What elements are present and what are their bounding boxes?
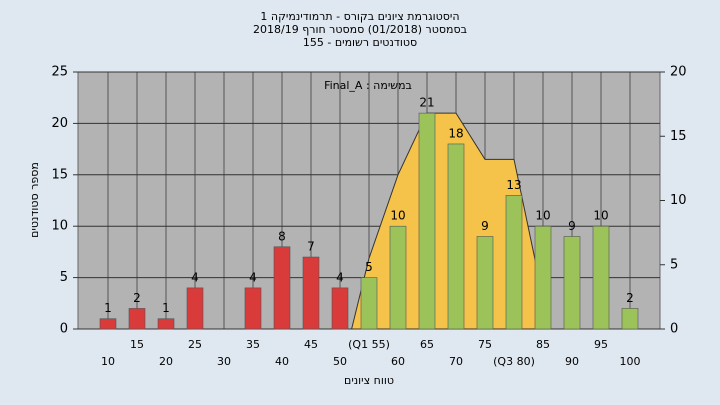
data-label: 10: [593, 209, 608, 223]
y-tick-label: 15: [51, 167, 68, 182]
data-label: 13: [506, 178, 521, 192]
data-label: 8: [278, 229, 286, 243]
y-tick-label: 0: [60, 322, 68, 337]
data-label: 4: [249, 270, 257, 284]
y2-tick-label: 10: [670, 193, 687, 208]
x-tick-label: 65: [420, 338, 434, 351]
y2-tick-label: 15: [670, 129, 687, 144]
bar: [534, 225, 552, 330]
x-tick-label: (Q3 80): [493, 355, 535, 368]
data-label: 2: [626, 291, 634, 305]
bar: [418, 112, 436, 330]
data-label: 1: [162, 301, 170, 315]
x-tick-label: 30: [217, 355, 231, 368]
y-axis-label: מספר סטודנטים: [28, 162, 41, 238]
bar: [505, 195, 523, 330]
x-tick-label: 50: [333, 355, 347, 368]
y-tick-label: 25: [51, 65, 68, 80]
x-tick-label: 45: [304, 338, 318, 351]
x-tick-label: 20: [159, 355, 173, 368]
data-label: 7: [307, 240, 315, 254]
data-label: 10: [535, 209, 550, 223]
bar: [563, 236, 581, 330]
data-label: 10: [390, 209, 405, 223]
data-label: 21: [419, 96, 434, 110]
data-label: 2: [133, 291, 141, 305]
x-tick-label: 40: [275, 355, 289, 368]
bar: [244, 287, 262, 330]
bar: [186, 287, 204, 330]
subtitle: סטודנטים רשומים - 155: [303, 36, 417, 49]
bar: [389, 225, 407, 330]
data-label: 4: [336, 270, 344, 284]
data-label: 4: [191, 270, 199, 284]
data-label: 1: [104, 301, 112, 315]
subtitle: בסמסטר (01/2018) סמסטר חורף 2018/19: [253, 23, 467, 36]
chart-title: היסטוגרמת ציונים בקורס - תרמודינמיקה 1: [260, 10, 459, 23]
data-label: 18: [448, 126, 463, 140]
x-tick-label: 90: [565, 355, 579, 368]
bar: [157, 318, 175, 330]
x-tick-label: 70: [449, 355, 463, 368]
x-tick-label: 100: [620, 355, 641, 368]
y2-tick-label: 5: [670, 257, 678, 272]
x-tick-label: 95: [594, 338, 608, 351]
data-label: 9: [481, 219, 489, 233]
x-tick-label: 15: [130, 338, 144, 351]
annotation: במשימה : Final_A: [324, 79, 412, 92]
y-tick-label: 10: [51, 219, 68, 234]
bar: [592, 225, 610, 330]
bar: [360, 277, 378, 330]
bar: [476, 236, 494, 330]
bar: [621, 308, 639, 330]
bar: [447, 143, 465, 330]
x-tick-label: 10: [101, 355, 115, 368]
x-axis-label: טווח ציונים: [344, 374, 394, 387]
x-tick-label: 25: [188, 338, 202, 351]
x-tick-label: (Q1 55): [348, 338, 390, 351]
data-label: 5: [365, 260, 373, 274]
x-tick-label: 60: [391, 355, 405, 368]
y2-tick-label: 0: [670, 322, 678, 337]
data-label: 9: [568, 219, 576, 233]
bar: [128, 308, 146, 330]
x-tick-label: 35: [246, 338, 260, 351]
bar: [273, 246, 291, 330]
bar: [99, 318, 117, 330]
y-tick-label: 5: [60, 270, 68, 285]
bar: [302, 256, 320, 330]
y-tick-label: 20: [51, 116, 68, 131]
x-tick-label: 75: [478, 338, 492, 351]
x-tick-label: 85: [536, 338, 550, 351]
y2-tick-label: 20: [670, 65, 687, 80]
bar: [331, 287, 349, 330]
